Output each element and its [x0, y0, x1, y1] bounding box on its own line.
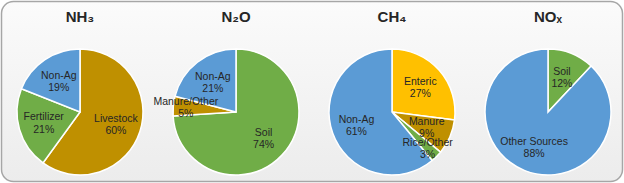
- pie-slice: [21, 49, 80, 112]
- data-label: Non-Ag19%: [41, 69, 77, 93]
- chart-title: CH₄: [378, 8, 407, 25]
- slice-category: Rice/Other: [403, 136, 454, 148]
- pie-slice: [173, 49, 299, 175]
- slice-value: 5%: [178, 107, 193, 119]
- slice-value: 12%: [551, 77, 572, 89]
- data-label: Non-Ag61%: [339, 113, 375, 137]
- pie-chart: Enteric27%Manure9%Rice/Other3%Non-Ag61%: [329, 49, 455, 175]
- data-label: Other Sources88%: [500, 135, 568, 159]
- slice-value: 21%: [202, 82, 223, 94]
- data-label: Fertilizer21%: [24, 110, 65, 134]
- slice-category: Livestock: [94, 112, 139, 124]
- data-label: Rice/Other3%: [403, 136, 454, 160]
- data-label: Soil12%: [551, 65, 572, 89]
- slice-category: Soil: [255, 126, 273, 138]
- slice-value: 19%: [48, 81, 69, 93]
- slice-value: 88%: [524, 147, 545, 159]
- slice-value: 21%: [33, 123, 54, 135]
- slice-category: Other Sources: [500, 135, 568, 147]
- data-label: Non-Ag21%: [195, 70, 231, 94]
- slice-category: Manure: [409, 115, 445, 127]
- pie-chart: Soil12% Other Sources88%: [485, 49, 611, 175]
- chart-title: NH₃: [66, 8, 95, 25]
- panel-background: [2, 2, 623, 182]
- slice-value: 27%: [410, 87, 431, 99]
- data-label: Soil74%: [253, 126, 274, 150]
- chart-title: N₂O: [221, 8, 250, 25]
- slice-category: Soil: [553, 65, 571, 77]
- data-label: Manure/Other5%: [153, 95, 218, 119]
- pie-slice: [485, 49, 611, 175]
- pie-chart: Soil74%Manure/Other5%Non-Ag21%: [153, 49, 299, 175]
- pie-chart: Livestock60% Fertilizer21% Non-Ag19%: [17, 49, 143, 175]
- data-label: Livestock60%: [94, 112, 139, 136]
- chart-title: NOₓ: [534, 8, 563, 25]
- slice-category: Manure/Other: [153, 95, 218, 107]
- pie-slice: [329, 49, 432, 175]
- chart-canvas: Livestock60%Fertilizer21%Non-Ag19%NH₃Soi…: [0, 0, 624, 183]
- slice-value: 74%: [253, 138, 274, 150]
- pie-slice: [392, 49, 455, 120]
- slice-value: 3%: [420, 148, 435, 160]
- slice-value: 61%: [346, 125, 367, 137]
- slice-category: Enteric: [404, 75, 437, 87]
- data-label: Enteric27%: [404, 75, 437, 99]
- slice-value: 60%: [105, 124, 126, 136]
- slice-category: Fertilizer: [24, 110, 65, 122]
- slice-category: Non-Ag: [339, 113, 375, 125]
- slice-category: Non-Ag: [41, 69, 77, 81]
- slice-category: Non-Ag: [195, 70, 231, 82]
